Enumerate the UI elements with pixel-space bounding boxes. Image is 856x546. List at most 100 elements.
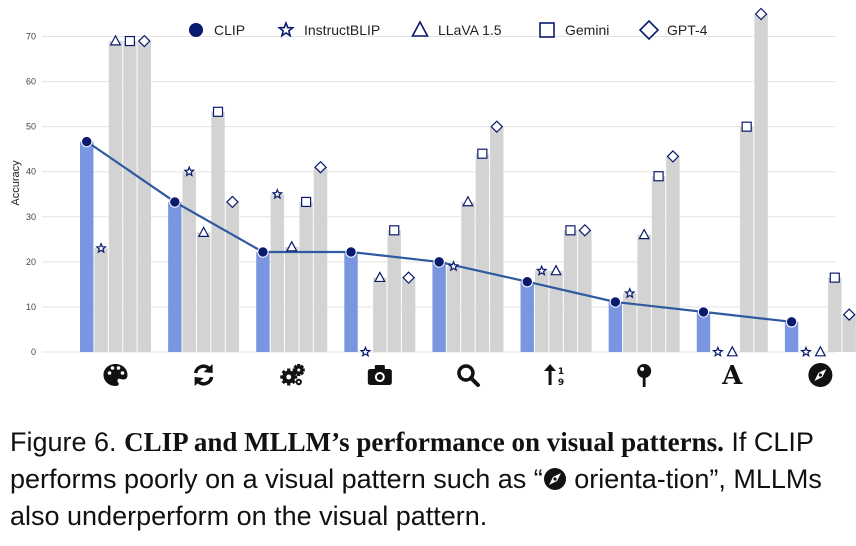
caption-title: CLIP and MLLM’s performance on visual pa… xyxy=(124,427,724,457)
marker-llava-1-5 xyxy=(197,226,210,237)
y-tick-label: 20 xyxy=(26,257,36,267)
bar-gpt-4 xyxy=(754,14,768,352)
bar-clip xyxy=(696,311,711,352)
bar-llava-1-5 xyxy=(461,201,475,352)
marker-clip xyxy=(169,196,181,208)
marker-instructblip xyxy=(711,345,724,358)
legend-marker-llava-1-5 xyxy=(411,20,429,37)
marker-llava-1-5 xyxy=(550,264,562,276)
bar-llava-1-5 xyxy=(373,277,387,352)
bar-instructblip xyxy=(446,266,461,352)
marker-clip xyxy=(697,306,710,318)
bar-gemini xyxy=(828,277,842,352)
marker-llava-1-5 xyxy=(109,34,122,46)
marker-llava-1-5 xyxy=(374,271,386,283)
marker-clip xyxy=(433,256,445,268)
chart: 0 10 20 30 40 50 60 70 Accuracy CLIP InstructBLIP L… xyxy=(10,7,856,391)
bar-gemini xyxy=(739,126,754,353)
bar-llava-1-5 xyxy=(285,246,299,352)
marker-llava-1-5 xyxy=(462,195,474,207)
bar-gpt-4 xyxy=(578,230,592,352)
marker-gemini xyxy=(212,106,224,117)
bar-instructblip xyxy=(182,171,196,352)
marker-gemini xyxy=(829,272,840,283)
marker-llava-1-5 xyxy=(726,345,739,357)
bar-clip xyxy=(608,301,623,352)
bar-gpt-4 xyxy=(225,201,240,352)
marker-gpt-4 xyxy=(402,271,415,284)
marker-instructblip xyxy=(183,165,196,177)
bar-gemini xyxy=(299,201,313,352)
text-a-icon: A xyxy=(721,361,743,391)
y-axis-title: Accuracy xyxy=(10,160,22,206)
marker-gpt-4 xyxy=(842,308,856,321)
marker-clip xyxy=(785,316,798,328)
compass-icon xyxy=(543,468,566,490)
y-tick-label: 40 xyxy=(26,167,36,177)
marker-llava-1-5 xyxy=(285,240,298,252)
marker-instructblip xyxy=(271,188,284,200)
marker-gpt-4 xyxy=(666,150,680,163)
marker-instructblip xyxy=(359,345,372,358)
sort-number-icon: 19 xyxy=(544,364,564,388)
marker-gemini xyxy=(477,148,488,159)
marker-gpt-4 xyxy=(137,34,151,48)
compass-icon xyxy=(808,363,833,387)
legend-label-llava-1-5: LLaVA 1.5 xyxy=(438,22,502,38)
svg-text:A: A xyxy=(721,361,743,391)
legend-marker-gemini xyxy=(539,22,555,38)
legend-marker-instructblip xyxy=(277,20,295,38)
bar-clip xyxy=(80,141,94,352)
bar-gpt-4 xyxy=(842,314,856,352)
bar-gemini xyxy=(387,230,401,352)
marker-clip xyxy=(81,135,93,148)
marker-instructblip xyxy=(800,345,812,358)
pin-icon xyxy=(637,364,652,387)
legend-label-instructblip: InstructBLIP xyxy=(304,22,380,38)
bar-clip xyxy=(432,261,446,352)
figure-caption: Figure 6. CLIP and MLLM’s performance on… xyxy=(10,424,850,535)
palette-icon xyxy=(103,364,128,386)
caption-text-start: If CLIP performs poorly on a visual patt… xyxy=(10,427,814,494)
bar-instructblip xyxy=(623,293,637,352)
legend-label-gemini: Gemini xyxy=(565,22,609,38)
marker-llava-1-5 xyxy=(638,228,650,240)
bar-gemini xyxy=(211,111,225,352)
y-tick-label: 30 xyxy=(26,212,36,222)
gears-icon xyxy=(280,364,305,386)
bar-gemini xyxy=(651,176,666,352)
bar-gpt-4 xyxy=(666,156,680,352)
marker-clip xyxy=(521,275,533,288)
marker-gemini xyxy=(653,171,664,182)
marker-gpt-4 xyxy=(754,7,768,21)
y-tick-label: 0 xyxy=(31,347,36,357)
bar-gemini xyxy=(475,153,490,352)
marker-gemini xyxy=(301,196,312,208)
bar-clip xyxy=(784,321,799,352)
marker-instructblip xyxy=(623,287,636,299)
marker-gemini xyxy=(124,35,136,47)
marker-gpt-4 xyxy=(314,160,327,174)
magnifier-icon xyxy=(457,364,480,387)
marker-instructblip xyxy=(95,242,108,254)
legend-label-gpt-4: GPT-4 xyxy=(667,22,708,38)
bar-llava-1-5 xyxy=(549,270,563,352)
marker-clip xyxy=(345,246,357,258)
bar-llava-1-5 xyxy=(108,41,123,352)
y-tick-label: 60 xyxy=(26,77,36,87)
caption-text-end: orienta-tion”, MLLMs also underperform o… xyxy=(10,464,822,531)
bar-gemini xyxy=(123,41,137,352)
bar-llava-1-5 xyxy=(637,234,651,352)
legend-marker-gpt-4 xyxy=(638,19,660,41)
legend-label-clip: CLIP xyxy=(214,22,245,38)
bar-llava-1-5 xyxy=(196,232,211,352)
bar-clip xyxy=(520,281,534,352)
y-tick-label: 10 xyxy=(26,302,36,312)
marker-llava-1-5 xyxy=(814,345,827,357)
bar-instructblip xyxy=(94,248,108,352)
marker-gemini xyxy=(565,225,576,236)
marker-gpt-4 xyxy=(226,195,239,209)
y-tick-label: 50 xyxy=(26,122,36,132)
marker-gemini xyxy=(741,121,752,132)
marker-instructblip xyxy=(447,260,460,272)
